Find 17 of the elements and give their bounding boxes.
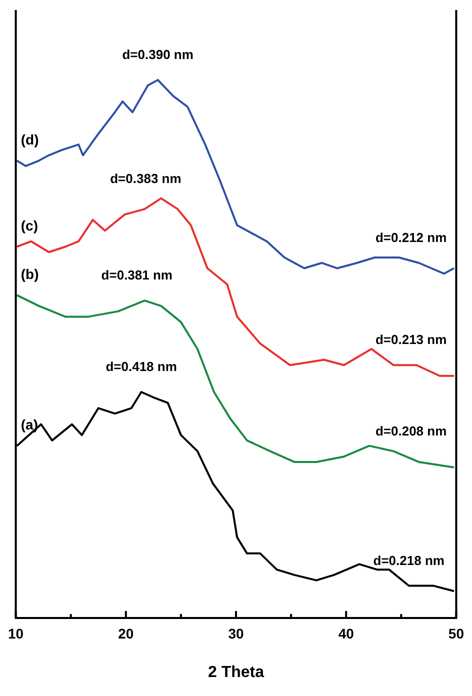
annotation: d=0.208 nm [375, 424, 447, 439]
annotation: d=0.383 nm [110, 170, 182, 186]
series-label: (c) [20, 218, 38, 234]
x-tick-label: 20 [118, 625, 134, 642]
series-label: (b) [20, 266, 39, 282]
series-label: (d) [20, 132, 39, 148]
annotation: d=0.212 nm [375, 230, 447, 245]
annotation: d=0.418 nm [106, 359, 177, 374]
annotation: d=0.218 nm [373, 552, 444, 568]
x-tick-label: 50 [448, 625, 464, 642]
x-axis-title: 2 Theta [208, 664, 264, 681]
annotation: d=0.213 nm [375, 332, 447, 348]
x-tick-label: 30 [228, 625, 244, 642]
annotation: d=0.381 nm [101, 268, 172, 283]
annotation: d=0.390 nm [122, 47, 194, 62]
x-tick-label: 10 [8, 625, 24, 642]
x-tick-label: 40 [338, 625, 354, 642]
